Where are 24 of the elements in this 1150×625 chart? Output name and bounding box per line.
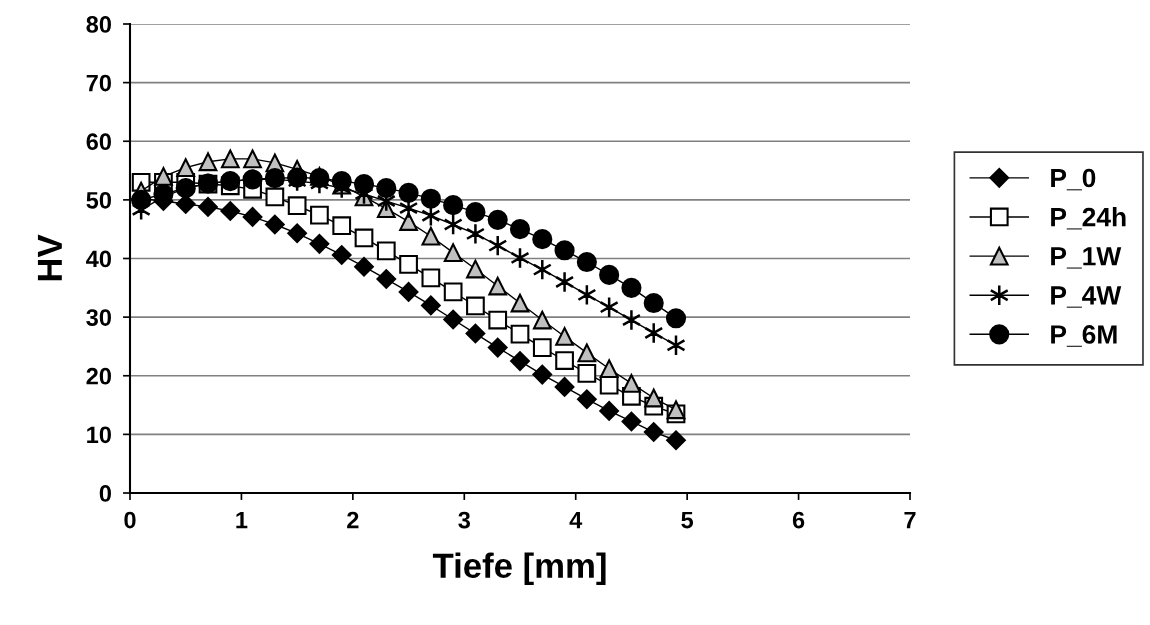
legend-label: P_0: [1051, 168, 1096, 191]
y-tick-label: 40: [86, 250, 111, 268]
y-tick-label: 50: [86, 191, 111, 209]
x-tick-label: 7: [904, 511, 916, 529]
y-axis-title: HV: [37, 234, 62, 281]
x-tick-label: 0: [124, 511, 136, 529]
y-tick-label: 20: [86, 367, 111, 385]
y-tick-label: 70: [86, 74, 111, 92]
legend-label: P_1W: [1051, 247, 1122, 269]
legend-label: P_24h: [1051, 207, 1126, 230]
legend-label: P_4W: [1051, 286, 1122, 308]
y-tick-label: 30: [86, 309, 111, 326]
y-tick-label: 10: [87, 426, 111, 444]
x-axis-title: Tiefe [mm]: [432, 552, 606, 585]
x-tick-label: 1: [236, 511, 248, 529]
y-tick-label: 80: [86, 16, 111, 33]
x-tick-label: 2: [347, 511, 359, 529]
x-tick-label: 4: [569, 511, 583, 529]
x-tick-label: 6: [792, 511, 805, 529]
legend-label: P_6M: [1051, 325, 1117, 347]
x-tick-label: 5: [681, 511, 694, 529]
y-tick-label: 0: [99, 485, 111, 502]
y-tick-label: 60: [86, 133, 111, 151]
x-tick-label: 3: [458, 511, 470, 529]
